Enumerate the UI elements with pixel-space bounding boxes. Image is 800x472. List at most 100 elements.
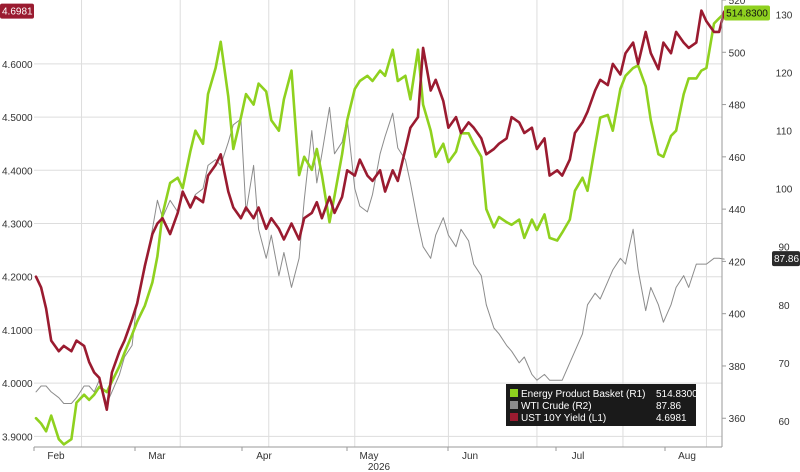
data-point — [220, 165, 221, 166]
data-point — [202, 188, 203, 189]
data-point — [367, 211, 368, 212]
data-point — [625, 75, 626, 76]
data-point — [498, 143, 499, 144]
data-point — [468, 122, 469, 123]
data-point — [170, 182, 171, 183]
data-point — [152, 282, 153, 283]
data-point — [688, 47, 689, 48]
data-point — [524, 356, 525, 357]
x-tick-label: Jul — [572, 451, 585, 462]
r1-tick-label: 440 — [729, 205, 746, 216]
data-point — [372, 194, 373, 195]
data-point — [35, 391, 36, 392]
data-point — [524, 132, 525, 133]
x-tick-label: Mar — [148, 451, 166, 462]
data-point — [701, 10, 702, 11]
data-point — [574, 190, 575, 191]
data-point — [443, 101, 444, 102]
data-point — [430, 258, 431, 259]
data-point — [347, 120, 348, 121]
data-point — [448, 127, 449, 128]
data-point — [253, 104, 254, 105]
data-point — [633, 42, 634, 43]
data-point — [397, 180, 398, 181]
data-point — [468, 240, 469, 241]
data-point — [58, 351, 59, 352]
data-point — [498, 216, 499, 217]
data-point — [304, 218, 305, 219]
r1-tick-label: 500 — [729, 48, 746, 59]
r1-tick-label: 460 — [729, 153, 746, 164]
data-point — [701, 264, 702, 265]
data-point — [435, 156, 436, 157]
data-point — [51, 391, 52, 392]
badge-box — [772, 251, 800, 267]
data-point — [385, 75, 386, 76]
data-point — [106, 409, 107, 410]
r2-tick-label: 100 — [776, 185, 793, 196]
badge-box — [0, 3, 34, 19]
data-point — [215, 164, 216, 165]
data-point — [132, 345, 133, 346]
badge-box — [724, 5, 770, 21]
data-point — [536, 148, 537, 149]
data-point — [311, 212, 312, 213]
data-point — [638, 63, 639, 64]
data-point — [283, 239, 284, 240]
data-point — [334, 153, 335, 154]
data-point — [94, 394, 95, 395]
l1-tick-label: 4.1000 — [2, 326, 33, 337]
last-value-badge: 514.8300 — [724, 5, 770, 21]
l1-tick-label: 4.4000 — [2, 166, 33, 177]
data-point — [299, 239, 300, 240]
data-point — [435, 79, 436, 80]
data-point — [342, 154, 343, 155]
r1-tick-label: 400 — [729, 310, 746, 321]
data-point — [372, 80, 373, 81]
legend-box — [506, 384, 696, 426]
data-point — [582, 122, 583, 123]
data-point — [89, 361, 90, 362]
l1-tick-label: 3.9000 — [2, 432, 33, 443]
data-point — [688, 78, 689, 79]
data-point — [683, 42, 684, 43]
l1-tick-label: 4.5000 — [2, 113, 33, 124]
badge-value: 4.6981 — [2, 7, 33, 18]
data-point — [562, 175, 563, 176]
data-point — [405, 75, 406, 76]
data-point — [41, 287, 42, 288]
data-point — [696, 42, 697, 43]
data-point — [620, 88, 621, 89]
last-value-badges: 514.8300 87.86 4.6981 — [0, 3, 800, 267]
data-point — [207, 175, 208, 176]
data-point — [683, 94, 684, 95]
data-point — [633, 67, 634, 68]
data-point — [696, 78, 697, 79]
data-point — [612, 130, 613, 131]
data-point — [99, 377, 100, 378]
data-point — [676, 31, 677, 32]
data-point — [63, 444, 64, 445]
data-point — [544, 374, 545, 375]
data-point — [676, 130, 677, 131]
data-point — [493, 227, 494, 228]
legend-swatch — [510, 401, 518, 409]
data-point — [41, 423, 42, 424]
data-point — [157, 200, 158, 201]
data-point — [367, 175, 368, 176]
data-point — [71, 439, 72, 440]
data-point — [544, 138, 545, 139]
data-point — [506, 138, 507, 139]
data-point — [137, 303, 138, 304]
data-point — [316, 148, 317, 149]
data-point — [713, 31, 714, 32]
data-point — [132, 334, 133, 335]
data-point — [84, 394, 85, 395]
data-point — [481, 156, 482, 157]
data-point — [278, 228, 279, 229]
data-point — [506, 345, 507, 346]
data-point — [271, 235, 272, 236]
legend-value: 514.8300 — [656, 389, 698, 400]
data-point — [706, 264, 707, 265]
data-point — [511, 351, 512, 352]
